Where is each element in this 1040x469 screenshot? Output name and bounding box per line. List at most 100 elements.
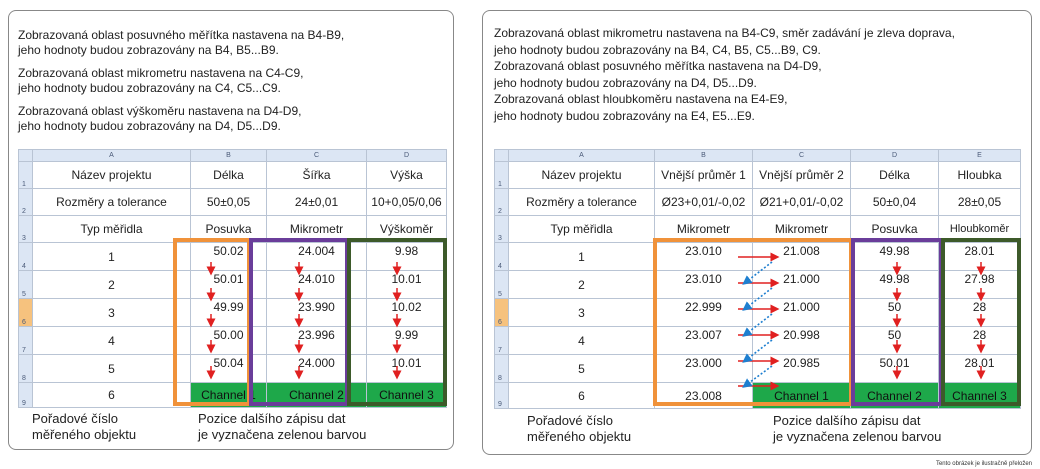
object-number[interactable]: 2 <box>508 270 655 299</box>
channel-cell[interactable]: Channel 1 <box>190 382 267 408</box>
cell[interactable]: 22.999 <box>654 298 753 327</box>
row-header[interactable]: 4 <box>18 242 33 271</box>
column-header[interactable]: E <box>938 149 1021 162</box>
cell[interactable]: Rozměry a tolerance <box>508 188 655 216</box>
row-header[interactable]: 3 <box>18 215 33 243</box>
row-header[interactable]: 7 <box>494 326 509 355</box>
cell[interactable]: Délka <box>190 161 267 189</box>
row-header[interactable]: 6 <box>18 298 33 327</box>
object-number[interactable]: 5 <box>508 354 655 383</box>
cell[interactable]: 10.02 <box>366 298 447 327</box>
object-number[interactable]: 2 <box>32 270 191 299</box>
cell[interactable]: 24.000 <box>266 354 367 383</box>
cell[interactable]: 21.008 <box>752 242 851 271</box>
cell[interactable]: 23.990 <box>266 298 367 327</box>
cell[interactable]: Mikrometr <box>752 215 851 243</box>
cell[interactable]: Rozměry a tolerance <box>32 188 191 216</box>
row-header[interactable]: 9 <box>494 382 509 409</box>
cell[interactable]: Vnější průměr 1 <box>654 161 753 189</box>
object-number[interactable]: 1 <box>32 242 191 271</box>
channel-cell[interactable]: Channel 1 <box>752 382 851 409</box>
cell[interactable]: Mikrometr <box>654 215 753 243</box>
column-header[interactable]: C <box>266 149 367 162</box>
row-header[interactable]: 7 <box>18 326 33 355</box>
cell[interactable]: Název projektu <box>32 161 191 189</box>
row-header[interactable]: 2 <box>18 188 33 216</box>
column-header[interactable]: B <box>654 149 753 162</box>
column-header[interactable]: D <box>850 149 939 162</box>
cell[interactable]: 50.00 <box>190 326 267 355</box>
cell[interactable]: 24.010 <box>266 270 367 299</box>
object-number[interactable]: 1 <box>508 242 655 271</box>
cell[interactable]: 50 <box>850 298 939 327</box>
cell[interactable]: 20.985 <box>752 354 851 383</box>
cell[interactable]: 23.010 <box>654 242 753 271</box>
corner-cell[interactable] <box>494 149 509 162</box>
cell[interactable]: Ø21+0,01/-0,02 <box>752 188 851 216</box>
column-header[interactable]: A <box>32 149 191 162</box>
column-header[interactable]: D <box>366 149 447 162</box>
object-number[interactable]: 4 <box>32 326 191 355</box>
cell[interactable]: 28.01 <box>938 354 1021 383</box>
cell[interactable]: Výška <box>366 161 447 189</box>
row-header[interactable]: 4 <box>494 242 509 271</box>
row-header[interactable]: 6 <box>494 298 509 327</box>
cell[interactable]: 50 <box>850 326 939 355</box>
cell[interactable]: Název projektu <box>508 161 655 189</box>
object-number[interactable]: 4 <box>508 326 655 355</box>
cell[interactable]: 24±0,01 <box>266 188 367 216</box>
cell[interactable]: 21.000 <box>752 298 851 327</box>
cell[interactable]: Hloubka <box>938 161 1021 189</box>
cell[interactable]: 50.02 <box>190 242 267 271</box>
cell[interactable]: Ø23+0,01/-0,02 <box>654 188 753 216</box>
cell[interactable]: 50±0,05 <box>190 188 267 216</box>
cell[interactable]: 23.996 <box>266 326 367 355</box>
column-header[interactable]: B <box>190 149 267 162</box>
row-header[interactable]: 9 <box>18 382 33 408</box>
cell[interactable]: 24.004 <box>266 242 367 271</box>
object-number[interactable]: 6 <box>32 382 191 408</box>
cell[interactable]: 21.000 <box>752 270 851 299</box>
channel-cell[interactable]: Channel 2 <box>850 382 939 409</box>
object-number[interactable]: 6 <box>508 382 655 409</box>
cell[interactable]: Vnější průměr 2 <box>752 161 851 189</box>
column-header[interactable]: C <box>752 149 851 162</box>
cell[interactable]: 50.04 <box>190 354 267 383</box>
cell[interactable]: 50±0,04 <box>850 188 939 216</box>
cell[interactable]: 28.01 <box>938 242 1021 271</box>
cell[interactable]: 23.007 <box>654 326 753 355</box>
cell[interactable]: Délka <box>850 161 939 189</box>
row-header[interactable]: 1 <box>494 161 509 189</box>
cell[interactable]: Typ měřidla <box>32 215 191 243</box>
row-header[interactable]: 3 <box>494 215 509 243</box>
row-header[interactable]: 8 <box>18 354 33 383</box>
channel-cell[interactable]: Channel 3 <box>366 382 447 408</box>
row-header[interactable]: 5 <box>494 270 509 299</box>
cell[interactable]: 20.998 <box>752 326 851 355</box>
cell[interactable]: 49.98 <box>850 242 939 271</box>
cell[interactable]: 28 <box>938 298 1021 327</box>
cell[interactable]: Výškoměr <box>366 215 447 243</box>
cell[interactable]: Šířka <box>266 161 367 189</box>
cell[interactable]: Mikrometr <box>266 215 367 243</box>
object-number[interactable]: 5 <box>32 354 191 383</box>
channel-cell[interactable]: Channel 3 <box>938 382 1021 409</box>
cell[interactable]: Typ měřidla <box>508 215 655 243</box>
cell[interactable]: 10.01 <box>366 270 447 299</box>
corner-cell[interactable] <box>18 149 33 162</box>
cell[interactable]: 27.98 <box>938 270 1021 299</box>
object-number[interactable]: 3 <box>32 298 191 327</box>
channel-cell[interactable]: Channel 2 <box>266 382 367 408</box>
column-header[interactable]: A <box>508 149 655 162</box>
cell[interactable]: 49.99 <box>190 298 267 327</box>
cell[interactable]: 28±0,05 <box>938 188 1021 216</box>
cell[interactable]: 23.008 <box>654 382 753 409</box>
row-header[interactable]: 8 <box>494 354 509 383</box>
cell[interactable]: 10.01 <box>366 354 447 383</box>
cell[interactable]: 49.98 <box>850 270 939 299</box>
cell[interactable]: 28 <box>938 326 1021 355</box>
cell[interactable]: 10+0,05/0,06 <box>366 188 447 216</box>
cell[interactable]: 9.98 <box>366 242 447 271</box>
cell[interactable]: Posuvka <box>850 215 939 243</box>
cell[interactable]: 50.01 <box>850 354 939 383</box>
